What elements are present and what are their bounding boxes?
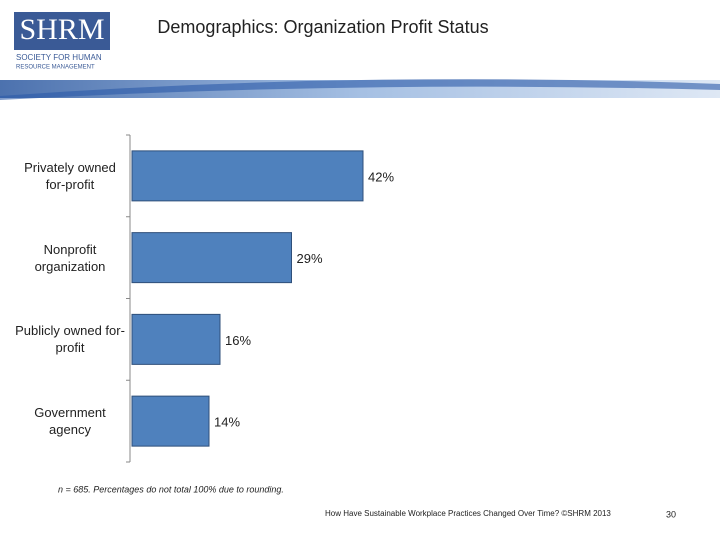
category-label: Privately owned for-profit xyxy=(24,159,116,192)
logo-name: SHRM xyxy=(19,13,104,46)
bar xyxy=(131,395,210,447)
category-label: Nonprofit organization xyxy=(34,241,106,274)
bar xyxy=(131,150,364,202)
value-label: 14% xyxy=(214,415,240,430)
chart-title: Demographics: Organization Profit Status xyxy=(157,17,488,37)
logo-text: RESOURCE MANAGEMENT xyxy=(16,65,95,71)
page-number: 30 xyxy=(666,509,676,519)
footnote: n = 685. Percentages do not total 100% d… xyxy=(58,484,284,494)
source: How Have Sustainable Workplace Practices… xyxy=(325,509,611,518)
category-label: Publicly owned for-profit xyxy=(15,323,125,356)
bar xyxy=(131,232,292,284)
logo-box xyxy=(14,12,110,50)
logo-text: SOCIETY FOR HUMAN xyxy=(16,53,102,62)
header-swoosh xyxy=(0,79,720,100)
value-label: 42% xyxy=(368,169,394,184)
category-label: Government agency xyxy=(34,405,106,438)
value-label: 29% xyxy=(297,251,323,266)
bar xyxy=(131,313,221,365)
value-label: 16% xyxy=(225,333,251,348)
